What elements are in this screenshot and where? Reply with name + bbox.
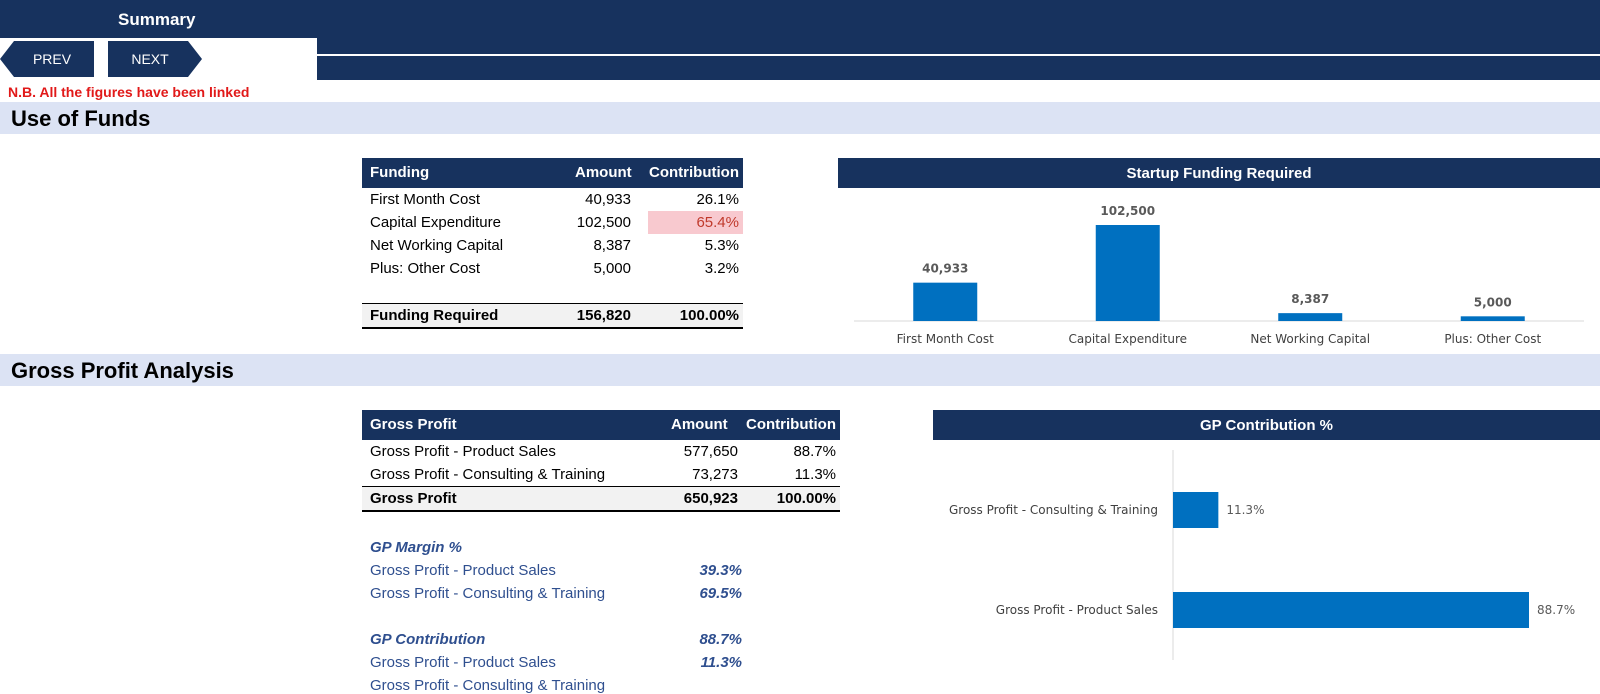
category-label: Plus: Other Cost [1444, 332, 1541, 346]
row-contribution: 88.7% [793, 443, 836, 460]
contribution-label: Gross Profit - Product Sales [370, 654, 556, 671]
use-of-funds-section-header [0, 102, 1600, 134]
list-item: Gross Profit - Product Sales 39.3% [370, 559, 742, 582]
gross-profit-title: Gross Profit Analysis [11, 358, 234, 383]
bar [1173, 492, 1219, 528]
gross-profit-table: Gross Profit Amount Contribution Gross P… [362, 410, 840, 512]
row-label: Net Working Capital [370, 237, 504, 254]
margin-label: Gross Profit - Product Sales [370, 562, 556, 579]
row-contribution: 3.2% [704, 260, 739, 277]
row-amount: 40,933 [585, 191, 631, 208]
row-contribution: 26.1% [696, 191, 739, 208]
gp-total-row: Gross Profit 650,923 100.00% [362, 486, 840, 512]
data-label: 102,500 [1100, 204, 1155, 218]
linked-figures-note: N.B. All the figures have been linked [8, 84, 250, 100]
gp-chart-title: GP Contribution % [933, 410, 1600, 440]
col-funding: Funding [370, 164, 430, 181]
col-contribution: Contribution [746, 416, 836, 433]
gp-table-header: Gross Profit Amount Contribution [362, 410, 840, 440]
funding-table-header: Funding Amount Contribution [362, 158, 743, 188]
col-amount: Amount [575, 164, 632, 181]
gp-contribution-bar-chart: 11.3% Gross Profit - Consulting & Trainin… [949, 450, 1575, 660]
highlighted-cell [648, 211, 743, 234]
gp-contribution-heading: GP Contribution 88.7% [370, 628, 742, 651]
data-label: 40,933 [922, 262, 968, 276]
col-gross-profit: Gross Profit [370, 416, 457, 433]
row-label: Gross Profit - Consulting & Training [370, 466, 606, 483]
gp-margin-block: GP Margin % Gross Profit - Product Sales… [370, 536, 742, 694]
list-item: Gross Profit - Consulting & Training [370, 674, 742, 694]
list-item: Gross Profit - Product Sales 11.3% [370, 651, 742, 674]
row-label: First Month Cost [370, 191, 481, 208]
margin-label: Gross Profit - Consulting & Training [370, 585, 606, 602]
bar [913, 282, 978, 321]
header-band-lower [317, 56, 1600, 80]
row-contribution: 5.3% [704, 237, 739, 254]
use-of-funds-title: Use of Funds [11, 106, 151, 131]
category-label: Gross Profit - Consulting & Training [949, 503, 1158, 517]
contribution-label: Gross Profit - Consulting & Training [370, 677, 606, 694]
row-contribution: 11.3% [794, 466, 836, 483]
bar [1278, 313, 1343, 321]
total-label: Gross Profit [370, 490, 457, 507]
gp-contribution-value: 88.7% [699, 631, 742, 648]
row-contribution: 65.4% [696, 214, 739, 231]
funding-chart-title: Startup Funding Required [838, 158, 1600, 188]
top-header-bar [0, 0, 1600, 38]
gp-margin-title: GP Margin % [370, 539, 462, 556]
margin-value: 69.5% [699, 585, 742, 602]
margin-value: 39.3% [699, 562, 742, 579]
total-amount: 156,820 [576, 307, 631, 324]
total-amount: 650,923 [683, 490, 738, 507]
table-row: Net Working Capital 8,387 5.3% [362, 234, 743, 257]
total-contribution: 100.00% [776, 490, 836, 507]
funding-bar-chart: 40,933 First Month Cost 102,500 Capital Exp… [854, 204, 1584, 346]
page-title: Summary [118, 10, 196, 29]
bar [1460, 316, 1525, 321]
gross-profit-section-header [0, 354, 1600, 386]
header-band [317, 38, 1600, 54]
table-row: Capital Expenditure 102,500 65.4% [362, 211, 743, 234]
row-amount: 577,650 [683, 443, 738, 460]
spacer-row [362, 280, 743, 303]
category-label: Net Working Capital [1250, 332, 1370, 346]
table-row: Gross Profit - Product Sales 577,650 88.… [362, 440, 840, 463]
row-label: Plus: Other Cost [370, 260, 481, 277]
table-row: First Month Cost 40,933 26.1% [362, 188, 743, 211]
total-contribution: 100.00% [679, 307, 739, 324]
total-label: Funding Required [370, 307, 499, 324]
contribution-value: 11.3% [700, 654, 742, 671]
row-label: Gross Profit - Product Sales [370, 443, 556, 460]
row-amount: 102,500 [576, 214, 631, 231]
data-label: 11.3% [1226, 503, 1264, 517]
category-label: Gross Profit - Product Sales [996, 603, 1158, 617]
gp-contribution-title: GP Contribution [370, 631, 486, 648]
row-label: Capital Expenditure [370, 214, 501, 231]
data-label: 88.7% [1537, 603, 1575, 617]
row-amount: 8,387 [593, 237, 631, 254]
funding-total-row: Funding Required 156,820 100.00% [362, 303, 743, 329]
prev-button[interactable]: PREV [0, 41, 94, 77]
spacer-row [370, 605, 742, 628]
category-label: Capital Expenditure [1069, 332, 1188, 346]
next-button[interactable]: NEXT [108, 41, 202, 77]
data-label: 8,387 [1291, 292, 1329, 306]
table-row: Plus: Other Cost 5,000 3.2% [362, 257, 743, 280]
bar [1095, 225, 1160, 321]
funding-table: Funding Amount Contribution First Month … [362, 158, 743, 329]
bar [1173, 592, 1529, 628]
data-label: 5,000 [1474, 295, 1512, 309]
col-amount: Amount [671, 416, 728, 433]
row-amount: 5,000 [593, 260, 631, 277]
table-row: Gross Profit - Consulting & Training 73,… [362, 463, 840, 486]
list-item: Gross Profit - Consulting & Training 69.… [370, 582, 742, 605]
row-amount: 73,273 [692, 466, 738, 483]
col-contribution: Contribution [649, 164, 739, 181]
category-label: First Month Cost [897, 332, 994, 346]
